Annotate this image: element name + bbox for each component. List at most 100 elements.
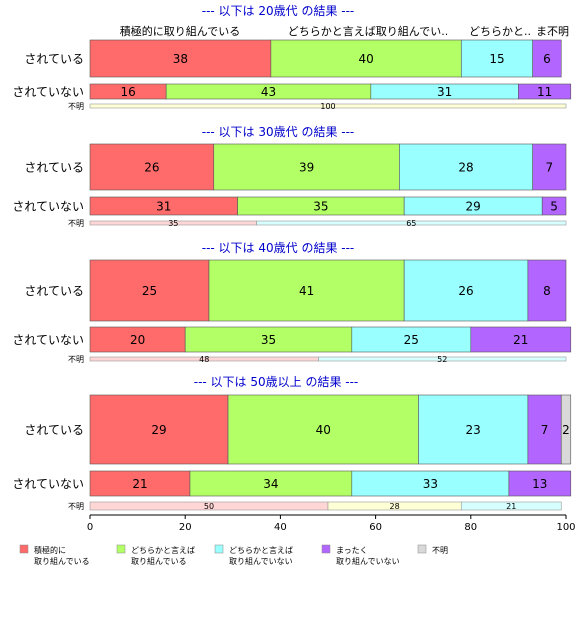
- legend-label: 取り組んでいる: [34, 556, 90, 566]
- data-label: 16: [120, 85, 135, 99]
- bar-segment: [527, 394, 562, 465]
- data-label: 28: [390, 502, 400, 511]
- bar-segment: [532, 143, 567, 191]
- bar-segment: [256, 220, 567, 226]
- legend-swatch: [19, 544, 29, 554]
- data-label: 34: [263, 477, 278, 491]
- data-label: 11: [537, 85, 552, 99]
- x-tick-label: 0: [87, 522, 93, 533]
- bar-segment: [418, 394, 529, 465]
- bar-segment: [213, 143, 400, 191]
- row-label: 不明: [68, 102, 84, 111]
- data-label: 35: [168, 219, 178, 228]
- data-label: 35: [313, 200, 328, 214]
- legend-label: 積極的に: [34, 545, 66, 555]
- bar-segment: [89, 103, 567, 109]
- bar-segment: [560, 394, 572, 465]
- data-label: 33: [423, 477, 438, 491]
- data-label: 40: [358, 52, 373, 66]
- legend-swatch: [214, 544, 224, 554]
- x-tick-label: 80: [464, 522, 477, 533]
- bar-segment: [184, 326, 353, 353]
- row-label: されていない: [12, 477, 84, 491]
- data-label: 52: [437, 355, 447, 364]
- legend-label: まったく: [336, 546, 368, 555]
- legend-swatch: [417, 544, 427, 554]
- data-label: 26: [144, 161, 159, 175]
- bar-segment: [541, 196, 567, 216]
- row-label: されている: [24, 52, 84, 66]
- data-label: 40: [316, 423, 331, 437]
- data-label: 26: [458, 284, 473, 298]
- bar-segment: [403, 259, 529, 322]
- top-category-label: ま..: [536, 25, 554, 38]
- legend-label: 取り組んでいない: [229, 556, 293, 566]
- data-label: 31: [156, 200, 171, 214]
- row-label: 不明: [68, 502, 84, 511]
- bar-segment: [518, 83, 572, 100]
- bar-segment: [460, 501, 562, 511]
- data-label: 23: [466, 423, 481, 437]
- data-label: 8: [543, 284, 551, 298]
- top-category-label: 積極的に取り組んでいる: [120, 24, 240, 38]
- legend-label: 取り組んでいない: [336, 556, 400, 566]
- row-label: されている: [24, 161, 84, 175]
- x-tick-label: 60: [369, 522, 382, 533]
- bar-segment: [270, 39, 462, 78]
- data-label: 43: [261, 85, 276, 99]
- bar-segment: [89, 470, 191, 497]
- data-label: 39: [299, 161, 314, 175]
- legend-label: どちらかと言えば: [229, 545, 293, 555]
- row-label: されている: [24, 284, 84, 298]
- panel-title: --- 以下は 30歳代 の結果 ---: [202, 125, 355, 139]
- row-label: されている: [24, 423, 84, 437]
- row-label: 不明: [68, 355, 84, 364]
- bar-segment: [351, 470, 510, 497]
- legend-label: どちらかと言えば: [131, 545, 195, 555]
- panel-title: --- 以下は 40歳代 の結果 ---: [202, 241, 355, 255]
- row-label: 不明: [68, 219, 84, 228]
- bar-segment: [189, 470, 353, 497]
- bar-segment: [527, 259, 567, 322]
- data-label: 50: [204, 502, 214, 511]
- bar-segment: [470, 326, 572, 353]
- bar-segment: [89, 326, 186, 353]
- bar-segment: [89, 394, 229, 465]
- data-label: 35: [261, 333, 276, 347]
- data-label: 21: [513, 333, 528, 347]
- data-label: 6: [543, 52, 551, 66]
- data-label: 48: [199, 355, 209, 364]
- data-label: 29: [466, 200, 481, 214]
- top-category-label: 不明: [547, 25, 569, 38]
- legend-swatch: [321, 544, 331, 554]
- row-label: されていない: [12, 333, 84, 347]
- bar-segment: [532, 39, 562, 78]
- top-category-label: どちらかと言えば取り組んでい..: [288, 25, 448, 38]
- x-tick-label: 100: [556, 522, 575, 533]
- bar-segment: [89, 259, 210, 322]
- data-label: 7: [541, 423, 549, 437]
- bar-segment: [89, 143, 215, 191]
- row-label: されていない: [12, 85, 84, 99]
- legend-swatch: [116, 544, 126, 554]
- data-label: 28: [458, 161, 473, 175]
- x-tick-label: 40: [274, 522, 287, 533]
- data-label: 38: [173, 52, 188, 66]
- panel-title: --- 以下は 20歳代 の結果 ---: [202, 4, 355, 18]
- legend-label: 不明: [432, 546, 448, 555]
- data-label: 29: [151, 423, 166, 437]
- data-label: 100: [320, 102, 335, 111]
- bar-segment: [508, 470, 572, 497]
- data-label: 31: [437, 85, 452, 99]
- data-label: 21: [506, 502, 516, 511]
- data-label: 15: [489, 52, 504, 66]
- data-label: 41: [299, 284, 314, 298]
- data-label: 25: [404, 333, 419, 347]
- top-category-label: どちらかと..: [469, 25, 531, 38]
- x-tick-label: 20: [179, 522, 192, 533]
- bar-segment: [227, 394, 419, 465]
- data-label: 20: [130, 333, 145, 347]
- data-label: 5: [550, 200, 558, 214]
- data-label: 25: [142, 284, 157, 298]
